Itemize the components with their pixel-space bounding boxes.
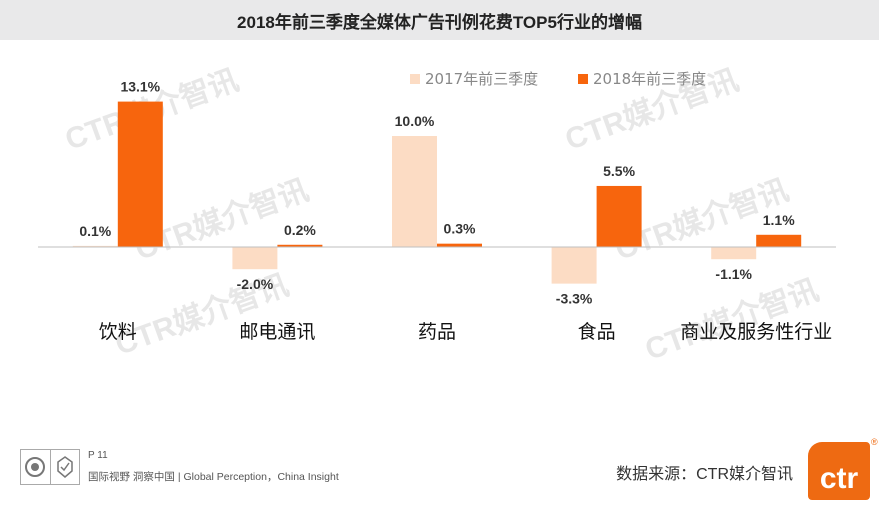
category-label: 食品 [578, 321, 616, 343]
chart-legend: 2017年前三季度 2018年前三季度 [410, 70, 706, 88]
data-label: 0.1% [79, 223, 111, 239]
bar-2018-1 [277, 244, 323, 247]
category-label: 饮料 [99, 321, 137, 343]
bar-2017-2 [392, 136, 437, 247]
registered-mark: ® [871, 437, 878, 447]
data-label: 0.3% [444, 221, 476, 237]
data-label: 5.5% [603, 163, 635, 179]
bar-2018-0 [117, 101, 163, 247]
data-label: 10.0% [395, 113, 435, 129]
category-label: 邮电通讯 [239, 321, 315, 343]
category-label: 商业及服务性行业 [680, 321, 832, 343]
data-label: -3.3% [556, 291, 593, 307]
bar-2018-4 [756, 234, 802, 247]
legend-label: 2017年前三季度 [425, 70, 538, 88]
ukas-logo-icon [49, 450, 80, 484]
bar-2017-0 [72, 245, 118, 247]
data-label: 13.1% [120, 79, 160, 95]
bar-2017-1 [232, 247, 278, 270]
data-label: 1.1% [763, 212, 795, 228]
sgs-logo-icon [21, 450, 50, 484]
bar-chart: 2017年前三季度 2018年前三季度 0.1% 13.1% -2.0% 0.2% 10.… [38, 70, 836, 343]
ctr-logo: ctr [808, 442, 870, 500]
data-label: -1.1% [715, 266, 752, 282]
bar-2018-3 [596, 185, 642, 247]
certification-logos [20, 449, 80, 485]
category-label: 药品 [418, 321, 456, 343]
data-source: 数据来源：CTR媒介智讯 [616, 466, 793, 483]
page-number: P 11 [88, 450, 108, 461]
bar-2018-2 [437, 243, 482, 247]
footer-tagline: 国际视野 洞察中国 | Global Perception，China Insi… [88, 471, 339, 483]
chart-title: 2018年前三季度全媒体广告刊例花费TOP5行业的增幅 [0, 0, 879, 40]
legend-swatch [578, 74, 588, 84]
legend-swatch [410, 74, 420, 84]
legend-label: 2018年前三季度 [593, 70, 706, 88]
bar-2017-3 [551, 247, 597, 284]
data-label: 0.2% [284, 222, 316, 238]
bar-2017-4 [711, 247, 757, 260]
data-label: -2.0% [237, 276, 274, 292]
